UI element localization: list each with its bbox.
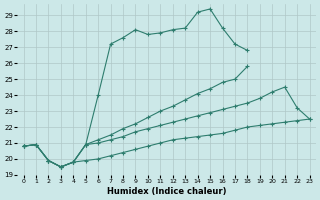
X-axis label: Humidex (Indice chaleur): Humidex (Indice chaleur): [107, 187, 226, 196]
